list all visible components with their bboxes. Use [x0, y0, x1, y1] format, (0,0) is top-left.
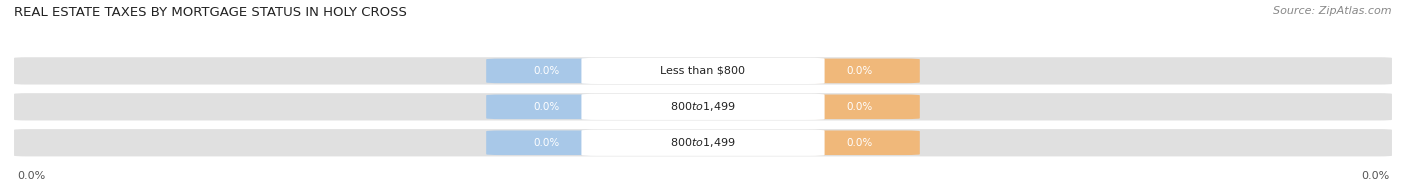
FancyBboxPatch shape [799, 59, 920, 83]
Text: 0.0%: 0.0% [534, 66, 560, 76]
Text: 0.0%: 0.0% [1361, 171, 1389, 181]
Text: 0.0%: 0.0% [846, 138, 872, 148]
Text: 0.0%: 0.0% [534, 138, 560, 148]
Text: REAL ESTATE TAXES BY MORTGAGE STATUS IN HOLY CROSS: REAL ESTATE TAXES BY MORTGAGE STATUS IN … [14, 6, 406, 19]
Text: $800 to $1,499: $800 to $1,499 [671, 136, 735, 149]
FancyBboxPatch shape [14, 93, 1392, 121]
FancyBboxPatch shape [799, 131, 920, 155]
Text: Less than $800: Less than $800 [661, 66, 745, 76]
Text: 0.0%: 0.0% [846, 102, 872, 112]
FancyBboxPatch shape [582, 58, 824, 84]
FancyBboxPatch shape [582, 130, 824, 156]
FancyBboxPatch shape [799, 94, 920, 119]
FancyBboxPatch shape [582, 94, 824, 120]
Text: 0.0%: 0.0% [846, 66, 872, 76]
FancyBboxPatch shape [14, 57, 1392, 84]
FancyBboxPatch shape [486, 94, 607, 119]
FancyBboxPatch shape [486, 59, 607, 83]
Text: Source: ZipAtlas.com: Source: ZipAtlas.com [1274, 6, 1392, 16]
Text: 0.0%: 0.0% [534, 102, 560, 112]
FancyBboxPatch shape [486, 131, 607, 155]
Text: 0.0%: 0.0% [17, 171, 45, 181]
FancyBboxPatch shape [14, 129, 1392, 156]
Text: $800 to $1,499: $800 to $1,499 [671, 100, 735, 113]
